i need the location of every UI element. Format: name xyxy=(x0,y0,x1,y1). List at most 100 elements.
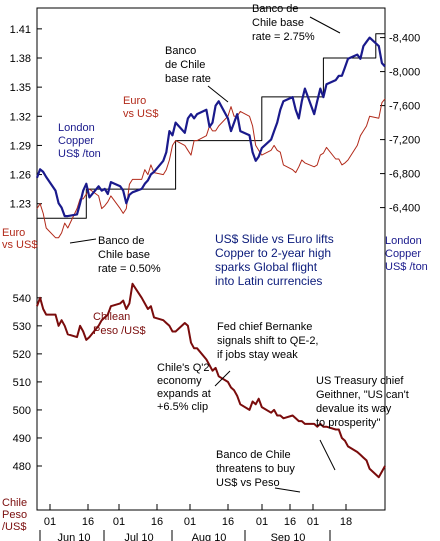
annotation-geithner: US Treasury chief Geithner, "US can't deva… xyxy=(316,375,409,429)
peso-series-label: Chilean Peso /US$ xyxy=(93,311,146,337)
peso-axis-label-line: Chile xyxy=(2,497,27,509)
copper-axis-label-line: London xyxy=(385,235,422,247)
annotation-banco-threat-line: US$ vs Peso xyxy=(216,477,280,489)
annotation-base-rate-line: Banco xyxy=(165,45,196,57)
chart-title-line: Copper to 2-year high xyxy=(215,246,331,260)
annotation-bernanke-line: signals shift to QE-2, xyxy=(217,335,319,347)
right-axis-tick-label: -6,400 xyxy=(389,203,420,215)
euro-series-label-line: Euro xyxy=(123,95,146,107)
x-axis-tick-label: 16 xyxy=(222,516,234,528)
peso-axis-tick-label: 510 xyxy=(13,377,31,389)
x-axis-month-label: Aug 10 xyxy=(192,532,227,541)
euro-axis-label-line: Euro xyxy=(2,227,25,239)
peso-series-label-line: Chilean xyxy=(93,311,130,323)
right-axis-tick-label: -8,000 xyxy=(389,67,420,79)
plot-frame xyxy=(36,7,386,511)
annotation-geithner-line: to prosperity" xyxy=(316,417,381,429)
chart-title-line: into Latin currencies xyxy=(215,274,322,288)
annotation-arrow xyxy=(274,487,301,493)
annotation-base-rate-line: de Chile xyxy=(165,59,205,71)
x-axis-month-label: Jul 10 xyxy=(124,532,153,541)
left-axis-tick-label: 1.26 xyxy=(10,170,31,182)
peso-axis-tick-label: 490 xyxy=(13,433,31,445)
left-axis-tick-label: 1.35 xyxy=(10,82,31,94)
left-axis-tick-label: 1.29 xyxy=(10,140,31,152)
left-axis-tick-label: 1.23 xyxy=(10,199,31,211)
right-axis-tick-label: -7,600 xyxy=(389,101,420,113)
annotation-base-rate-050-line: Banco de xyxy=(98,235,144,247)
annotation-arrow xyxy=(69,238,97,244)
x-axis-tick-label: 16 xyxy=(151,516,163,528)
annotation-bernanke-line: if jobs stay weak xyxy=(217,349,298,361)
right-axis-tick-label: -8,400 xyxy=(389,33,420,45)
right-axis-tick-label: -7,200 xyxy=(389,135,420,147)
peso-axis-tick-label: 530 xyxy=(13,321,31,333)
euro-line xyxy=(36,98,386,239)
annotation-bernanke: Fed chief Bernanke signals shift to QE-2,… xyxy=(217,321,319,361)
annotation-base-rate: Banco de Chile base rate xyxy=(165,45,211,85)
annotation-banco-threat: Banco de Chile threatens to buy US$ vs Pes… xyxy=(216,449,295,489)
peso-axis-label-line: /US$ xyxy=(2,521,26,533)
peso-series-label-line: Peso /US$ xyxy=(93,325,146,337)
annotation-arrow xyxy=(214,370,231,387)
copper-axis-label-line: US$ /ton xyxy=(385,261,428,273)
annotation-base-rate-050-line: rate = 0.50% xyxy=(98,263,161,275)
annotation-base-rate-275-line: Chile base xyxy=(252,17,304,29)
x-axis-month-label: Jun 10 xyxy=(57,532,90,541)
annotation-base-rate-050: Banco de Chile base rate = 0.50% xyxy=(98,235,161,275)
annotation-geithner-line: Geithner, "US can't xyxy=(316,389,409,401)
annotation-base-rate-line: base rate xyxy=(165,73,211,85)
annotation-arrow xyxy=(207,85,229,103)
annotation-banco-threat-line: threatens to buy xyxy=(216,463,295,475)
left-axis-tick-label: 1.38 xyxy=(10,53,31,65)
peso-axis-tick-label: 500 xyxy=(13,405,31,417)
x-axis-month-label: Sep 10 xyxy=(271,532,306,541)
annotation-arrow xyxy=(319,439,336,471)
annotation-chile-q2-line: expands at xyxy=(157,388,211,400)
annotation-geithner-line: US Treasury chief xyxy=(316,375,404,387)
euro-axis-label-line: vs US$ xyxy=(2,239,37,251)
annotation-chile-q2-line: economy xyxy=(157,375,202,387)
peso-axis-label-line: Peso xyxy=(2,509,27,521)
peso-axis-tick-label: 480 xyxy=(13,461,31,473)
x-axis-tick-label: 16 xyxy=(82,516,94,528)
x-axis-tick-label: 01 xyxy=(113,516,125,528)
right-axis-tick-label: -6,800 xyxy=(389,169,420,181)
copper-axis-label-line: Copper xyxy=(385,248,421,260)
left-axis-tick-label: 1.32 xyxy=(10,111,31,123)
chart-title-line: US$ Slide vs Euro lifts xyxy=(215,232,334,246)
x-axis-tick-label: 16 xyxy=(284,516,296,528)
peso-axis-tick-label: 540 xyxy=(13,293,31,305)
peso-line xyxy=(36,282,386,479)
euro-series-label-line: vs US$ xyxy=(123,108,158,120)
annotation-geithner-line: devalue its way xyxy=(316,403,392,415)
x-axis-tick-label: 01 xyxy=(256,516,268,528)
peso-axis-tick-label: 520 xyxy=(13,349,31,361)
copper-series-label-line: US$ /ton xyxy=(58,148,101,160)
annotation-base-rate-050-line: Chile base xyxy=(98,249,150,261)
x-axis-tick-label: 01 xyxy=(44,516,56,528)
copper-series-label-line: London xyxy=(58,122,95,134)
x-axis-tick-label: 01 xyxy=(307,516,319,528)
annotation-chile-q2-line: Chile's Q'2 xyxy=(157,362,210,374)
annotation-base-rate-275-line: rate = 2.75% xyxy=(252,31,315,43)
chart-title-line: sparks Global flight xyxy=(215,260,318,274)
annotation-base-rate-275: Banco de Chile base rate = 2.75% xyxy=(252,3,315,43)
annotation-banco-threat-line: Banco de Chile xyxy=(216,449,291,461)
left-axis-tick-label: 1.41 xyxy=(10,24,31,36)
x-axis-tick-label: 01 xyxy=(184,516,196,528)
annotation-chile-q2-line: +6.5% clip xyxy=(157,401,208,413)
copper-line xyxy=(35,36,386,218)
annotation-base-rate-275-line: Banco de xyxy=(252,3,298,15)
annotation-arrow xyxy=(309,16,341,34)
x-axis-tick-label: 18 xyxy=(340,516,352,528)
annotation-bernanke-line: Fed chief Bernanke xyxy=(217,321,312,333)
